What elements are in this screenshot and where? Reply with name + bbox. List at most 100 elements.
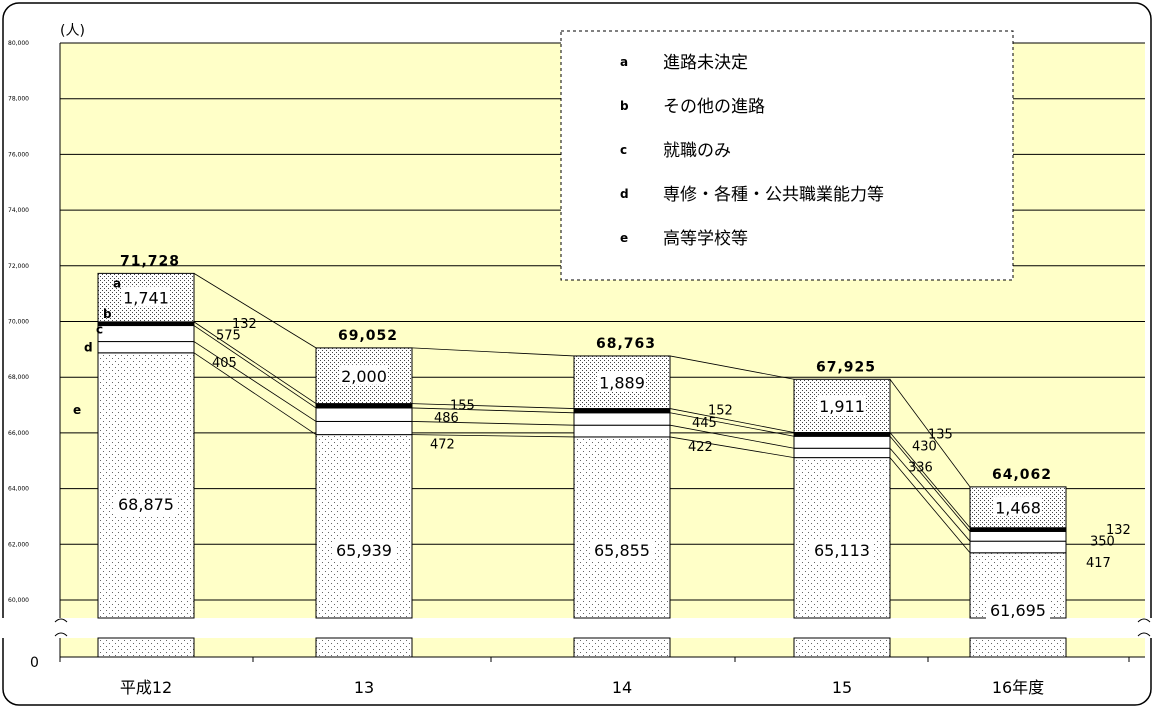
connector-line — [889, 379, 971, 488]
x-tick-label: 16年度 — [992, 678, 1044, 697]
data-label-bg — [340, 364, 388, 385]
data-label-d: 336 — [908, 461, 933, 476]
connector-line — [193, 325, 317, 409]
segment-letter-a: a — [113, 277, 121, 291]
bar-segment-c — [315, 407, 413, 422]
bar-segment-b — [793, 432, 891, 437]
data-label-e: 65,113 — [814, 541, 870, 560]
segment-letter-e: e — [73, 403, 81, 417]
y-tick-label: 72,000 — [8, 263, 29, 270]
y-tick-label: 80,000 — [8, 40, 29, 47]
y-zero-label: 0 — [30, 655, 39, 671]
axis-break-gap — [0, 618, 1154, 638]
bar-segment-e-lower — [573, 637, 671, 658]
connector-line — [669, 408, 795, 433]
data-label-e: 61,695 — [990, 601, 1046, 620]
bar-segment-b — [315, 403, 413, 409]
y-tick-label: 76,000 — [8, 151, 29, 158]
bar-segment-e — [793, 457, 891, 619]
bar-segment-d — [315, 420, 413, 436]
connector-line — [669, 424, 795, 449]
connector-line — [411, 403, 575, 409]
data-label-c: 350 — [1090, 534, 1115, 549]
bar-segment-c — [969, 530, 1067, 542]
connector-line — [669, 355, 795, 380]
y-tick-label: 74,000 — [8, 207, 29, 214]
connector-line — [411, 421, 575, 426]
data-label-a: 2,000 — [341, 367, 387, 386]
connector-line — [193, 352, 317, 435]
data-label-bg — [332, 541, 396, 561]
total-label: 64,062 — [992, 467, 1052, 483]
connector-line — [193, 273, 317, 349]
y-tick-label: 60,000 — [8, 597, 29, 604]
bar-segment-c — [97, 325, 195, 343]
bar-segment-b — [573, 408, 671, 414]
connector-line — [411, 347, 575, 357]
segment-letter-c: c — [96, 323, 103, 337]
bar-segment-d — [793, 447, 891, 459]
legend: a 進路未決定 b その他の進路 c 就職のみ d 専修・各種・公共職業能力等 e 高等学校等 — [560, 30, 1014, 281]
legend-key: b — [620, 99, 629, 113]
legend-label: その他の進路 — [663, 97, 765, 117]
data-label-d: 405 — [212, 356, 237, 371]
total-label: 68,763 — [596, 336, 656, 352]
x-tick-label: 13 — [354, 678, 374, 697]
bar-segment-e — [315, 434, 413, 619]
data-label-d: 417 — [1086, 556, 1111, 571]
data-label-c: 445 — [692, 416, 717, 431]
y-tick-label: 66,000 — [8, 430, 29, 437]
data-label-b: 132 — [232, 317, 257, 332]
data-label-e: 65,939 — [336, 541, 392, 560]
bar-segment-b — [969, 527, 1067, 532]
x-tick-label: 15 — [832, 678, 852, 697]
total-label: 71,728 — [120, 253, 180, 269]
data-label-c: 430 — [912, 439, 937, 454]
break-mark — [1137, 618, 1151, 623]
data-label-bg — [810, 541, 874, 561]
data-label-bg — [994, 496, 1042, 517]
legend-key: a — [620, 55, 628, 69]
legend-label: 進路未決定 — [663, 53, 748, 73]
axis-break — [0, 618, 1154, 638]
connector-line — [411, 407, 575, 414]
legend-label: 就職のみ — [663, 141, 731, 161]
bar-segment-d — [573, 424, 671, 438]
break-mark — [54, 618, 68, 623]
connector-line — [193, 341, 317, 422]
data-label-c: 486 — [434, 411, 459, 426]
data-label-bg — [114, 495, 178, 515]
bar-segment-e — [573, 436, 671, 619]
bar-segment-d — [969, 540, 1067, 554]
bar-segment-c — [793, 435, 891, 449]
legend-key: e — [620, 231, 628, 245]
data-label-b: 155 — [450, 399, 475, 414]
bar-segment-e-lower — [793, 637, 891, 658]
data-label-d: 422 — [688, 440, 713, 455]
y-axis-unit-label: (人) — [60, 23, 85, 39]
y-tick-label: 64,000 — [8, 486, 29, 493]
data-label-d: 472 — [430, 438, 455, 453]
y-tick-label: 78,000 — [8, 96, 29, 103]
bar-segment-b — [97, 321, 195, 327]
bar-segment-c — [573, 412, 671, 426]
y-tick-label: 62,000 — [8, 541, 29, 548]
data-label-bg — [590, 541, 654, 561]
break-mark — [54, 632, 68, 637]
connector-line — [889, 436, 971, 532]
segment-letter-d: d — [84, 341, 93, 355]
connector-line — [669, 436, 795, 458]
x-tick-label: 平成12 — [120, 678, 172, 697]
data-label-b: 132 — [1106, 523, 1131, 538]
connector-line — [669, 412, 795, 437]
data-label-a: 1,741 — [123, 289, 169, 308]
data-label-a: 1,468 — [995, 498, 1041, 517]
data-label-bg — [986, 601, 1050, 621]
bar-segment-e-lower — [969, 637, 1067, 658]
connector-line — [889, 447, 971, 542]
data-label-b: 152 — [708, 404, 733, 419]
segment-letter-b: b — [103, 307, 112, 321]
data-label-b: 135 — [928, 428, 953, 443]
legend-label: 専修・各種・公共職業能力等 — [663, 185, 884, 205]
